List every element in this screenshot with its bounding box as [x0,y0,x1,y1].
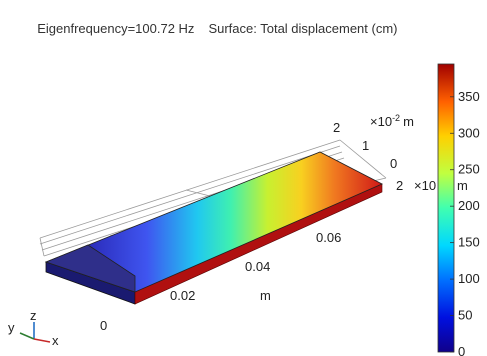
x-tick-1: 0.02 [170,288,195,303]
triad-y-label: y [8,320,15,335]
color-bar [437,63,455,353]
y-tick-0: 0 [390,156,397,171]
triad-y-line [19,332,35,340]
plate-fixed-region [44,244,136,293]
x-tick-3: 0.06 [316,230,341,245]
triad-x-label: x [52,333,59,348]
color-bar-tick-label: 150 [458,235,480,250]
y-tick-2: 2 [333,120,340,135]
x-tick-2: 0.04 [245,259,270,274]
z-multiplier: ×10 [414,178,436,193]
x-tick-0: 0 [100,318,107,333]
eigenfrequency-label: Eigenfrequency=100.72 Hz [37,21,195,36]
color-bar-tick-label: 200 [458,198,480,213]
x-axis-unit: m [260,288,271,303]
color-bar-labels: 0 50 100 150 200 250 300 350 [458,89,480,356]
color-bar-tick-label: 350 [458,89,480,104]
triad-x-line [33,338,51,343]
y-tick-1: 1 [362,138,369,153]
axis-triad: z y x [8,308,59,348]
plot-title: Eigenfrequency=100.72 Hz Surface: Total d… [30,6,398,36]
color-bar-tick-label: 0 [458,344,465,356]
z-unit-label: m [457,178,468,193]
y-multiplier: ×10-2 m [370,113,414,129]
color-bar-tick-label: 300 [458,125,480,140]
color-bar-ticks [450,96,454,353]
color-bar-tick-label: 50 [458,308,472,323]
triad-z-label: z [30,308,37,323]
color-bar-tick-label: 100 [458,271,480,286]
color-bar-tick-label: 250 [458,162,480,177]
surface-label: Surface: Total displacement (cm) [208,21,398,36]
z-tick: 2 [396,178,403,193]
